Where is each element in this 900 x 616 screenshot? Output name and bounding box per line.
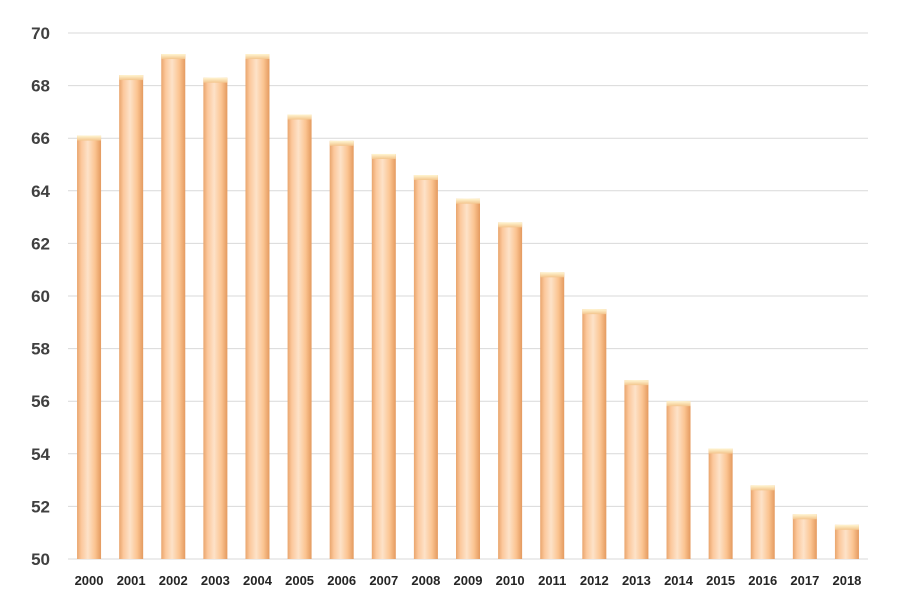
bar [287, 114, 312, 559]
x-tick-label: 2015 [706, 573, 735, 588]
bar [119, 75, 144, 559]
bar [750, 485, 775, 559]
bar-2009 [456, 198, 480, 559]
bar-2000 [77, 135, 102, 559]
y-tick-label: 62 [31, 234, 50, 253]
bar-2014 [666, 401, 691, 559]
bar-2005 [287, 114, 312, 559]
bar-top-bevel [498, 222, 523, 228]
x-tick-label: 2017 [790, 573, 819, 588]
y-tick-label: 68 [31, 77, 50, 96]
x-tick-label: 2002 [159, 573, 188, 588]
bar-2018 [834, 524, 859, 559]
y-tick-label: 56 [31, 392, 50, 411]
x-tick-label: 2016 [748, 573, 777, 588]
x-axis-ticks: 2000 2001 2002 2003 2004 2005 2006 2007 2008 2009… [75, 573, 862, 588]
bar-top-bevel [203, 77, 228, 83]
y-tick-label: 50 [31, 550, 50, 569]
bar-top-bevel [792, 514, 817, 520]
bars [77, 54, 859, 560]
bar-2015 [708, 448, 733, 559]
bar [77, 135, 102, 559]
bar-2013 [624, 380, 649, 559]
y-tick-label: 70 [31, 24, 50, 43]
x-tick-label: 2000 [75, 573, 104, 588]
bar [582, 309, 607, 559]
bar-top-bevel [329, 140, 354, 146]
x-tick-label: 2018 [832, 573, 861, 588]
x-tick-label: 2010 [496, 573, 525, 588]
bar-top-bevel [413, 175, 438, 181]
bar [708, 448, 733, 559]
bar [666, 401, 691, 559]
x-tick-label: 2008 [411, 573, 440, 588]
y-tick-label: 52 [31, 497, 50, 516]
bar [624, 380, 649, 559]
bar [498, 222, 523, 560]
x-tick-label: 2006 [327, 573, 356, 588]
bar-top-bevel [371, 153, 396, 159]
x-tick-label: 2005 [285, 573, 314, 588]
bar-top-bevel [456, 198, 480, 204]
bar [540, 272, 565, 559]
bar [329, 140, 354, 559]
x-tick-label: 2004 [243, 573, 273, 588]
x-tick-label: 2011 [538, 573, 566, 588]
bar-top-bevel [582, 309, 607, 315]
bar [161, 54, 186, 559]
bar-top-bevel [834, 524, 859, 530]
bar-2006 [329, 140, 354, 559]
x-tick-label: 2014 [664, 573, 694, 588]
y-tick-label: 60 [31, 287, 50, 306]
bar [203, 77, 228, 560]
bar-2017 [792, 514, 817, 559]
x-tick-label: 2007 [369, 573, 398, 588]
bar-top-bevel [624, 380, 649, 386]
bar-2003 [203, 77, 228, 560]
bar-2002 [161, 54, 186, 559]
bar-top-bevel [119, 75, 144, 81]
bar-top-bevel [77, 135, 102, 141]
bar-top-bevel [750, 485, 775, 491]
bar-top-bevel [540, 272, 565, 278]
bar-2008 [413, 175, 438, 559]
y-axis-ticks: 50 52 54 56 58 60 62 64 66 68 70 [31, 24, 50, 569]
bar-top-bevel [287, 114, 312, 120]
bar [245, 54, 270, 559]
bar-2011 [540, 272, 565, 559]
y-tick-label: 66 [31, 129, 50, 148]
bar-2004 [245, 54, 270, 559]
y-tick-label: 54 [31, 445, 50, 464]
x-tick-label: 2009 [454, 573, 483, 588]
x-tick-label: 2012 [580, 573, 609, 588]
bar-top-bevel [708, 448, 733, 454]
y-tick-label: 64 [31, 182, 50, 201]
bar-2010 [498, 222, 523, 560]
bar-2012 [582, 309, 607, 559]
bar [371, 153, 396, 560]
bar [834, 524, 859, 559]
bar-2001 [119, 75, 144, 559]
bar [792, 514, 817, 559]
bar-2016 [750, 485, 775, 559]
bar-top-bevel [161, 54, 186, 60]
x-tick-label: 2013 [622, 573, 651, 588]
x-tick-label: 2003 [201, 573, 230, 588]
bar [413, 175, 438, 559]
bar-2007 [371, 153, 396, 560]
bar-top-bevel [245, 54, 270, 60]
bar [456, 198, 480, 559]
x-tick-label: 2001 [117, 573, 146, 588]
y-tick-label: 58 [31, 340, 50, 359]
bar-top-bevel [666, 401, 691, 407]
